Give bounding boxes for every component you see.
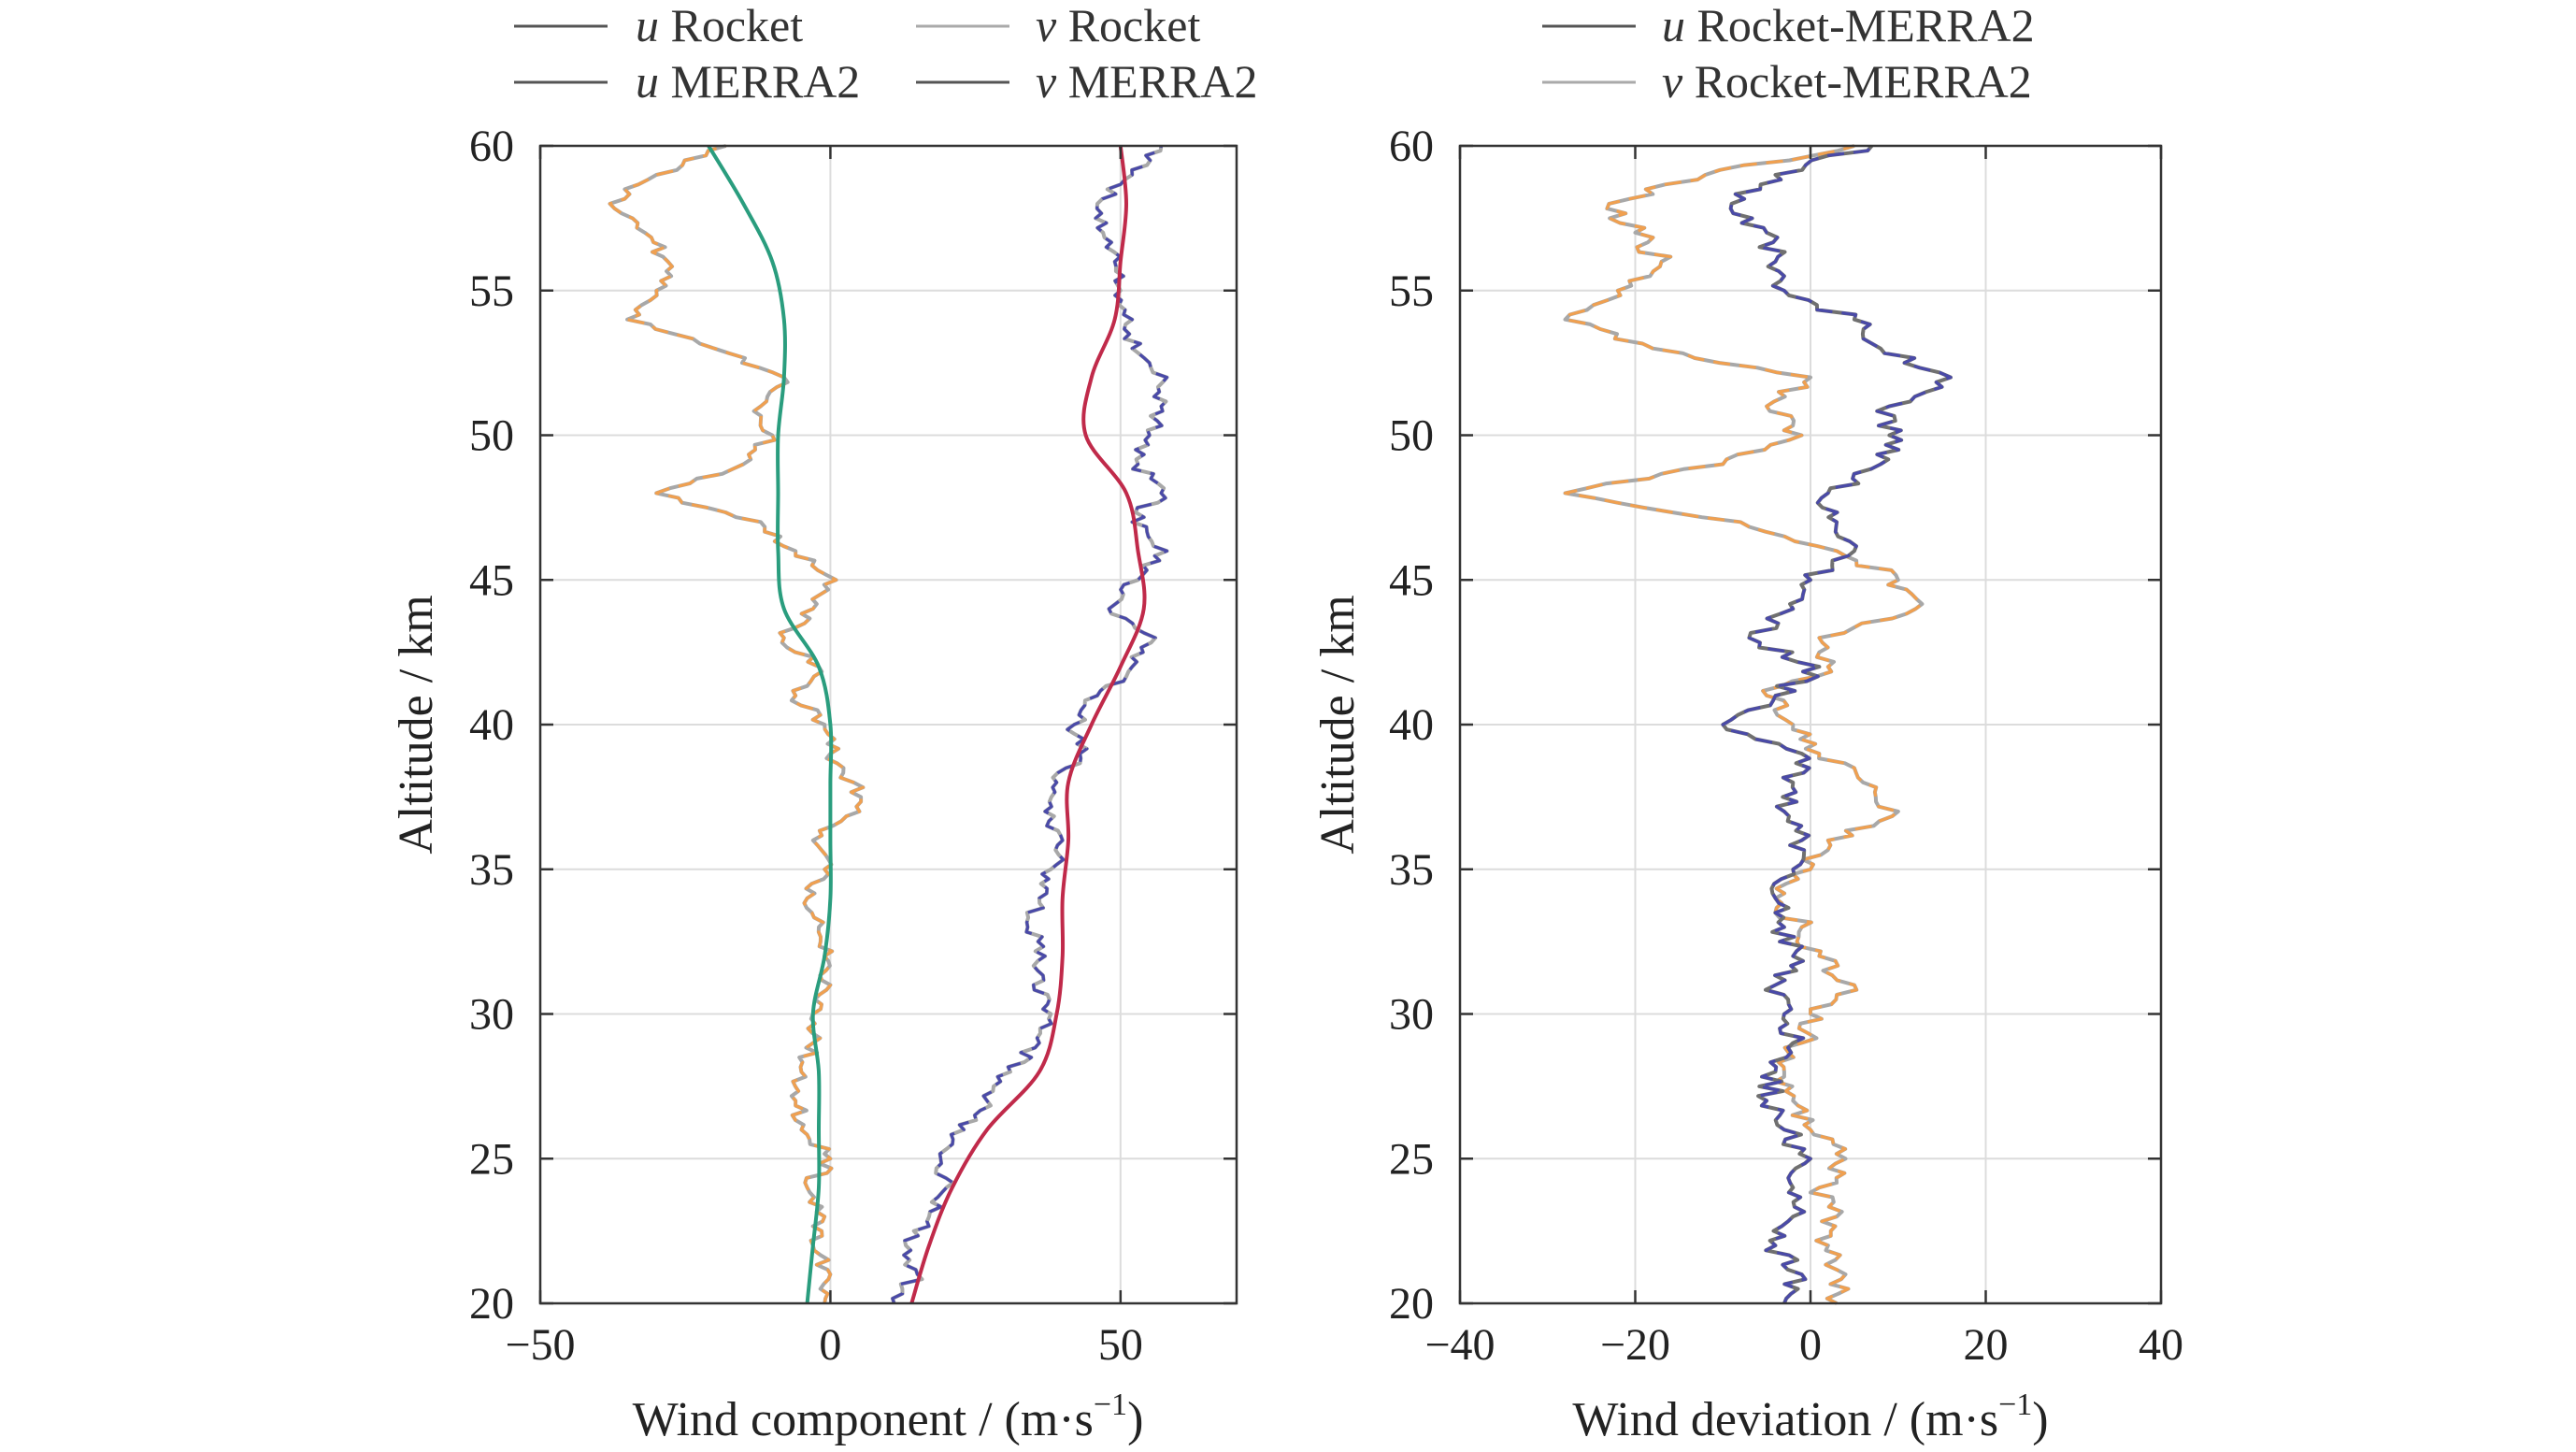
legend-left: u Rocket v Rocket u MERRA2 v MERRA2 xyxy=(514,0,1258,108)
series-line-1 xyxy=(891,145,1169,1304)
y-axis-title-right: Altitude / km xyxy=(1311,595,1365,854)
svg-text:u Rocket: u Rocket xyxy=(636,0,803,51)
svg-text:v MERRA2: v MERRA2 xyxy=(1036,55,1258,108)
series-v-merra2 xyxy=(909,145,1147,1304)
x-tick-label-0: −50 xyxy=(505,1320,575,1370)
legend-var-v-deviation: v xyxy=(1662,55,1683,108)
grid-left xyxy=(540,146,1237,1303)
legend-label-v-deviation: Rocket-MERRA2 xyxy=(1682,55,2032,108)
x-tick-label-1: 0 xyxy=(819,1320,841,1370)
y-tick-label-0: 20 xyxy=(469,1279,514,1329)
chart-panel-wind-component: −50 0 50 20 25 30 35 40 45 50 55 60 Wind component … xyxy=(390,122,1238,1446)
x-tick-label-1: −20 xyxy=(1600,1320,1670,1370)
y-tick-label-1: 25 xyxy=(1389,1134,1434,1184)
legend-label-u-deviation: Rocket-MERRA2 xyxy=(1685,0,2035,51)
chart-panel-wind-deviation: −40 −20 0 20 40 20 25 30 35 40 45 50 55 60 Wind devia… xyxy=(1311,122,2183,1446)
y-tick-label-7: 55 xyxy=(469,266,514,316)
y-tick-label-2: 30 xyxy=(469,990,514,1040)
legend-item-v-rocket: v Rocket xyxy=(916,0,1200,51)
y-tick-label-3: 35 xyxy=(1389,845,1434,895)
series-line-1 xyxy=(1721,144,1953,1304)
legend-var-u-merra2: u xyxy=(636,55,659,108)
legend-item-u-deviation: u Rocket-MERRA2 xyxy=(1542,0,2035,51)
y-tick-label-1: 25 xyxy=(469,1134,514,1184)
series-line-0 xyxy=(1563,144,1924,1305)
svg-text:u Rocket-MERRA2: u Rocket-MERRA2 xyxy=(1662,0,2035,51)
series-u-rocket-merra2 xyxy=(1563,144,1925,1305)
legend-label-v-merra2: MERRA2 xyxy=(1056,55,1257,108)
legend-label-v-rocket: Rocket xyxy=(1056,0,1200,51)
x-tick-label-3: 20 xyxy=(1964,1320,2009,1370)
y-tick-label-8: 60 xyxy=(1389,122,1434,171)
legend-label-u-rocket: Rocket xyxy=(659,0,803,51)
series-u-rocket xyxy=(608,144,866,1304)
series-left xyxy=(608,144,1169,1304)
legend-item-u-rocket: u Rocket xyxy=(514,0,803,51)
series-right xyxy=(1563,144,1953,1305)
x-tick-label-2: 50 xyxy=(1098,1320,1143,1370)
y-tick-label-6: 50 xyxy=(1389,411,1434,461)
series-line-2 xyxy=(707,144,834,1304)
legend-var-u-rocket: u xyxy=(636,0,659,51)
legend-var-u-deviation: u xyxy=(1662,0,1685,51)
y-tick-label-6: 50 xyxy=(469,411,514,461)
series-line-3 xyxy=(909,145,1147,1304)
svg-text:u MERRA2: u MERRA2 xyxy=(636,55,860,108)
y-axis-title-left: Altitude / km xyxy=(390,595,443,854)
y-tick-label-5: 45 xyxy=(469,555,514,605)
y-tick-label-8: 60 xyxy=(469,122,514,171)
legend-var-v-merra2: v xyxy=(1036,55,1057,108)
series-v-rocket xyxy=(890,145,1169,1304)
svg-text:v Rocket: v Rocket xyxy=(1036,0,1200,51)
legend-item-v-merra2: v MERRA2 xyxy=(916,55,1258,108)
legend-right: u Rocket-MERRA2 v Rocket-MERRA2 xyxy=(1542,0,2035,108)
series-line-0 xyxy=(608,144,865,1304)
x-tick-label-2: 0 xyxy=(1799,1320,1822,1370)
y-tick-label-3: 35 xyxy=(469,845,514,895)
grid-right xyxy=(1460,146,2161,1303)
y-tick-label-2: 30 xyxy=(1389,990,1434,1040)
legend-item-u-merra2: u MERRA2 xyxy=(514,55,860,108)
y-tick-label-0: 20 xyxy=(1389,1279,1434,1329)
series-u-merra2 xyxy=(707,144,834,1304)
x-tick-label-4: 40 xyxy=(2139,1320,2183,1370)
y-tick-label-4: 40 xyxy=(469,700,514,750)
y-tick-label-4: 40 xyxy=(1389,700,1434,750)
legend-item-v-deviation: v Rocket-MERRA2 xyxy=(1542,55,2032,108)
ticks-left: −50 0 50 20 25 30 35 40 45 50 55 60 xyxy=(469,122,1237,1370)
ticks-right: −40 −20 0 20 40 20 25 30 35 40 45 50 55 60 xyxy=(1389,122,2183,1370)
y-tick-label-5: 45 xyxy=(1389,555,1434,605)
series-v-rocket-merra2 xyxy=(1721,144,1953,1304)
x-axis-title-right: Wind deviation / (m·s−1) xyxy=(1572,1387,2048,1446)
legend-var-v-rocket: v xyxy=(1036,0,1057,51)
svg-text:v Rocket-MERRA2: v Rocket-MERRA2 xyxy=(1662,55,2032,108)
x-axis-title-left: Wind component / (m·s−1) xyxy=(633,1387,1144,1446)
x-tick-label-0: −40 xyxy=(1424,1320,1495,1370)
legend-label-u-merra2: MERRA2 xyxy=(659,55,860,108)
y-tick-label-7: 55 xyxy=(1389,266,1434,316)
